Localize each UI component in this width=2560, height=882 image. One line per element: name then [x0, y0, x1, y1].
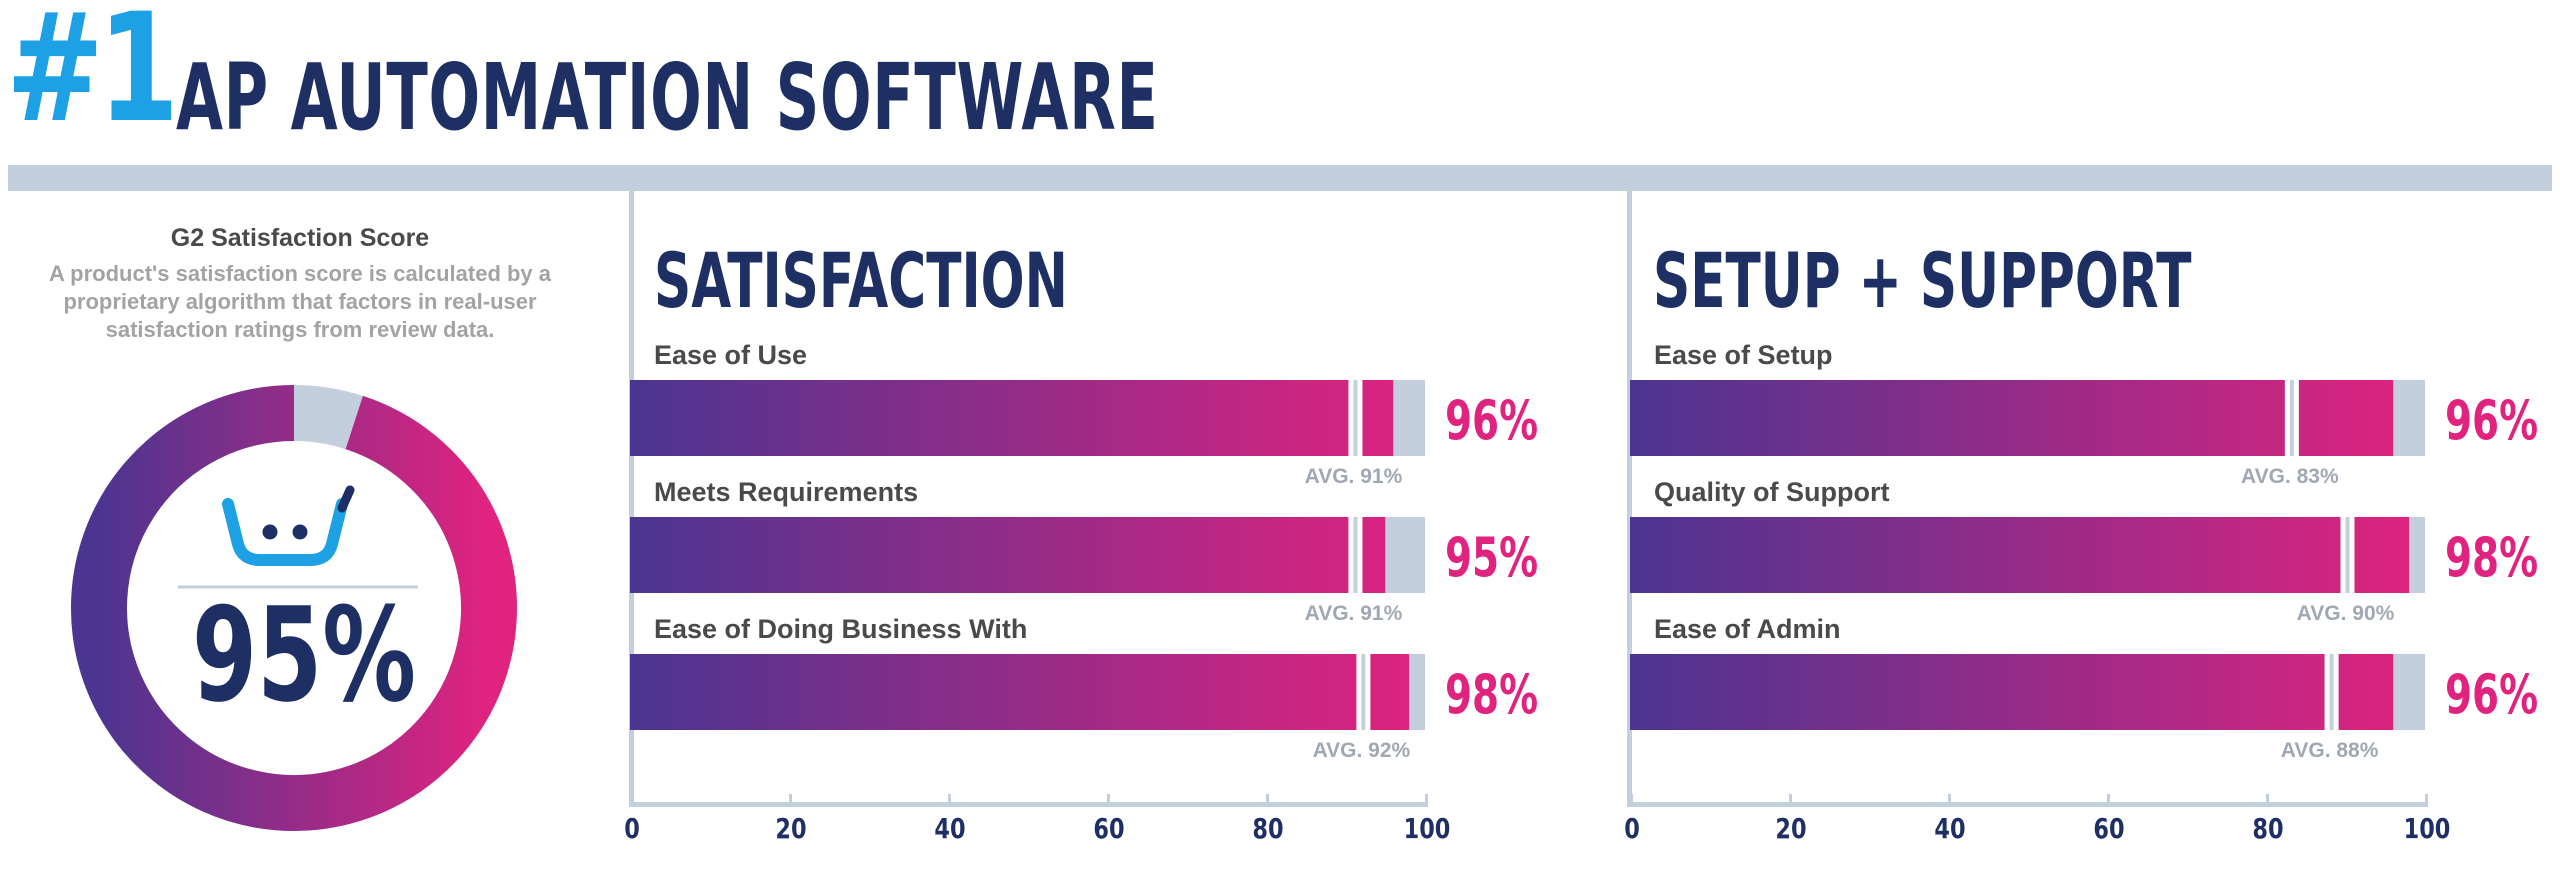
bar-value-label: 98% [2445, 526, 2539, 589]
avg-label: AVG. 91% [1304, 465, 1403, 488]
x-tick-label: 100 [1403, 812, 1451, 845]
score-title: G2 Satisfaction Score [170, 224, 430, 252]
score-description: A product's satisfaction score is calcul… [48, 261, 552, 342]
title-row: #1 AP AUTOMATION SOFTWARE [0, 0, 2560, 160]
avg-marker-line [1353, 517, 1358, 593]
x-tick [1107, 794, 1110, 804]
x-tick-label: 40 [1934, 812, 1966, 845]
x-axis-line [1630, 802, 2428, 807]
panel-title-setup-support: SETUP + SUPPORT [1653, 236, 2192, 325]
avg-marker-line [2345, 517, 2350, 593]
avg-marker-line [2289, 380, 2294, 456]
x-tick [1630, 794, 1633, 804]
bar-value-label: 96% [1445, 389, 1539, 452]
divider-right [1627, 191, 1632, 807]
bar-value [630, 517, 1386, 593]
bar-value [630, 380, 1394, 456]
bar-category-label: Ease of Doing Business With [654, 614, 1028, 644]
x-tick [789, 794, 792, 804]
divider-left [629, 191, 634, 807]
avg-label: AVG. 92% [1312, 739, 1411, 762]
x-tick-label: 40 [934, 812, 966, 845]
x-axis-line [630, 802, 1428, 807]
avg-label: AVG. 83% [2241, 465, 2339, 488]
panel-title-satisfaction: SATISFACTION [654, 236, 1068, 325]
chart-satisfaction: Ease of Use 96% AVG. 91% Meets Requirements… [624, 340, 1538, 880]
x-tick-label: 0 [1624, 812, 1640, 845]
bar-value-label: 98% [1445, 663, 1539, 726]
avg-label: AVG. 90% [2296, 602, 2395, 625]
x-tick [2425, 794, 2428, 804]
x-tick [2107, 794, 2110, 804]
donut-score-arc [71, 385, 517, 831]
x-tick [1789, 794, 1792, 804]
bars-svg [1630, 380, 2428, 807]
bar-category-label: Quality of Support [1654, 477, 1890, 507]
x-tick [1266, 794, 1269, 804]
bar-value-label: 95% [1445, 526, 1539, 589]
x-tick [630, 794, 633, 804]
x-tick-label: 20 [775, 812, 807, 845]
bar-category-label: Ease of Setup [1654, 340, 1833, 370]
x-tick-label: 60 [2093, 812, 2125, 845]
bar-value [1630, 654, 2394, 730]
bar-category-label: Meets Requirements [654, 477, 919, 507]
x-tick [948, 794, 951, 804]
bar-category-label: Ease of Use [654, 340, 808, 370]
x-tick-label: 0 [624, 812, 640, 845]
x-tick [1425, 794, 1428, 804]
rank-label: #1 [6, 0, 179, 156]
avg-marker-line [1361, 654, 1366, 730]
header-bar [8, 165, 2552, 191]
x-tick-label: 80 [1252, 812, 1284, 845]
avg-label: AVG. 91% [1304, 602, 1403, 625]
avg-marker-line [2329, 654, 2334, 730]
x-tick [2266, 794, 2269, 804]
bar-value [630, 654, 1410, 730]
x-tick-label: 100 [2403, 812, 2451, 845]
x-tick-label: 20 [1775, 812, 1807, 845]
chart-setup-support: Ease of Setup 96% AVG. 83% Quality of Suppo… [1624, 340, 2538, 880]
avg-label: AVG. 88% [2280, 739, 2379, 762]
bar-category-label: Ease of Admin [1654, 614, 1841, 644]
x-tick-label: 80 [2252, 812, 2284, 845]
bar-value-label: 96% [2445, 389, 2539, 452]
bar-value [1630, 517, 2410, 593]
satisfaction-donut [71, 385, 517, 831]
score-value: 95% [191, 579, 417, 731]
page-title: AP AUTOMATION SOFTWARE [176, 44, 1159, 151]
bar-value-label: 96% [2445, 663, 2539, 726]
x-tick [1948, 794, 1951, 804]
bars-svg [630, 380, 1428, 807]
avg-marker-line [1353, 380, 1358, 456]
basket-face-icon [222, 485, 355, 566]
bar-value [1630, 380, 2394, 456]
x-tick-label: 60 [1093, 812, 1125, 845]
